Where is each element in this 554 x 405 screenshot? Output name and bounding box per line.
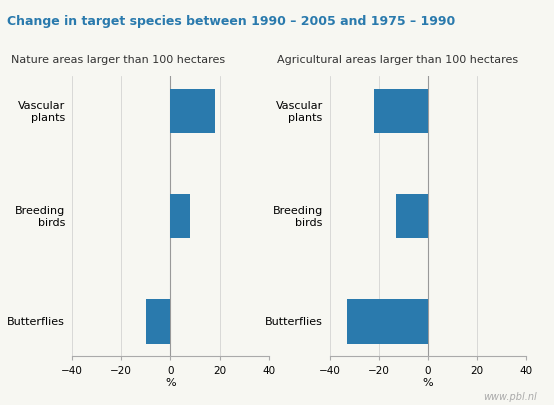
Bar (374, 90, 428, 134)
Bar (146, 300, 171, 344)
Bar (171, 195, 190, 239)
X-axis label: %: % (165, 377, 176, 387)
Bar (171, 90, 214, 134)
Bar (396, 195, 428, 239)
Text: Agricultural areas larger than 100 hectares: Agricultural areas larger than 100 hecta… (277, 55, 518, 65)
X-axis label: %: % (423, 377, 433, 387)
Text: Change in target species between 1990 – 2005 and 1975 – 1990: Change in target species between 1990 – … (7, 15, 455, 28)
Text: www.pbl.nl: www.pbl.nl (484, 391, 537, 401)
Text: Nature areas larger than 100 hectares: Nature areas larger than 100 hectares (11, 55, 225, 65)
Bar (347, 300, 428, 344)
